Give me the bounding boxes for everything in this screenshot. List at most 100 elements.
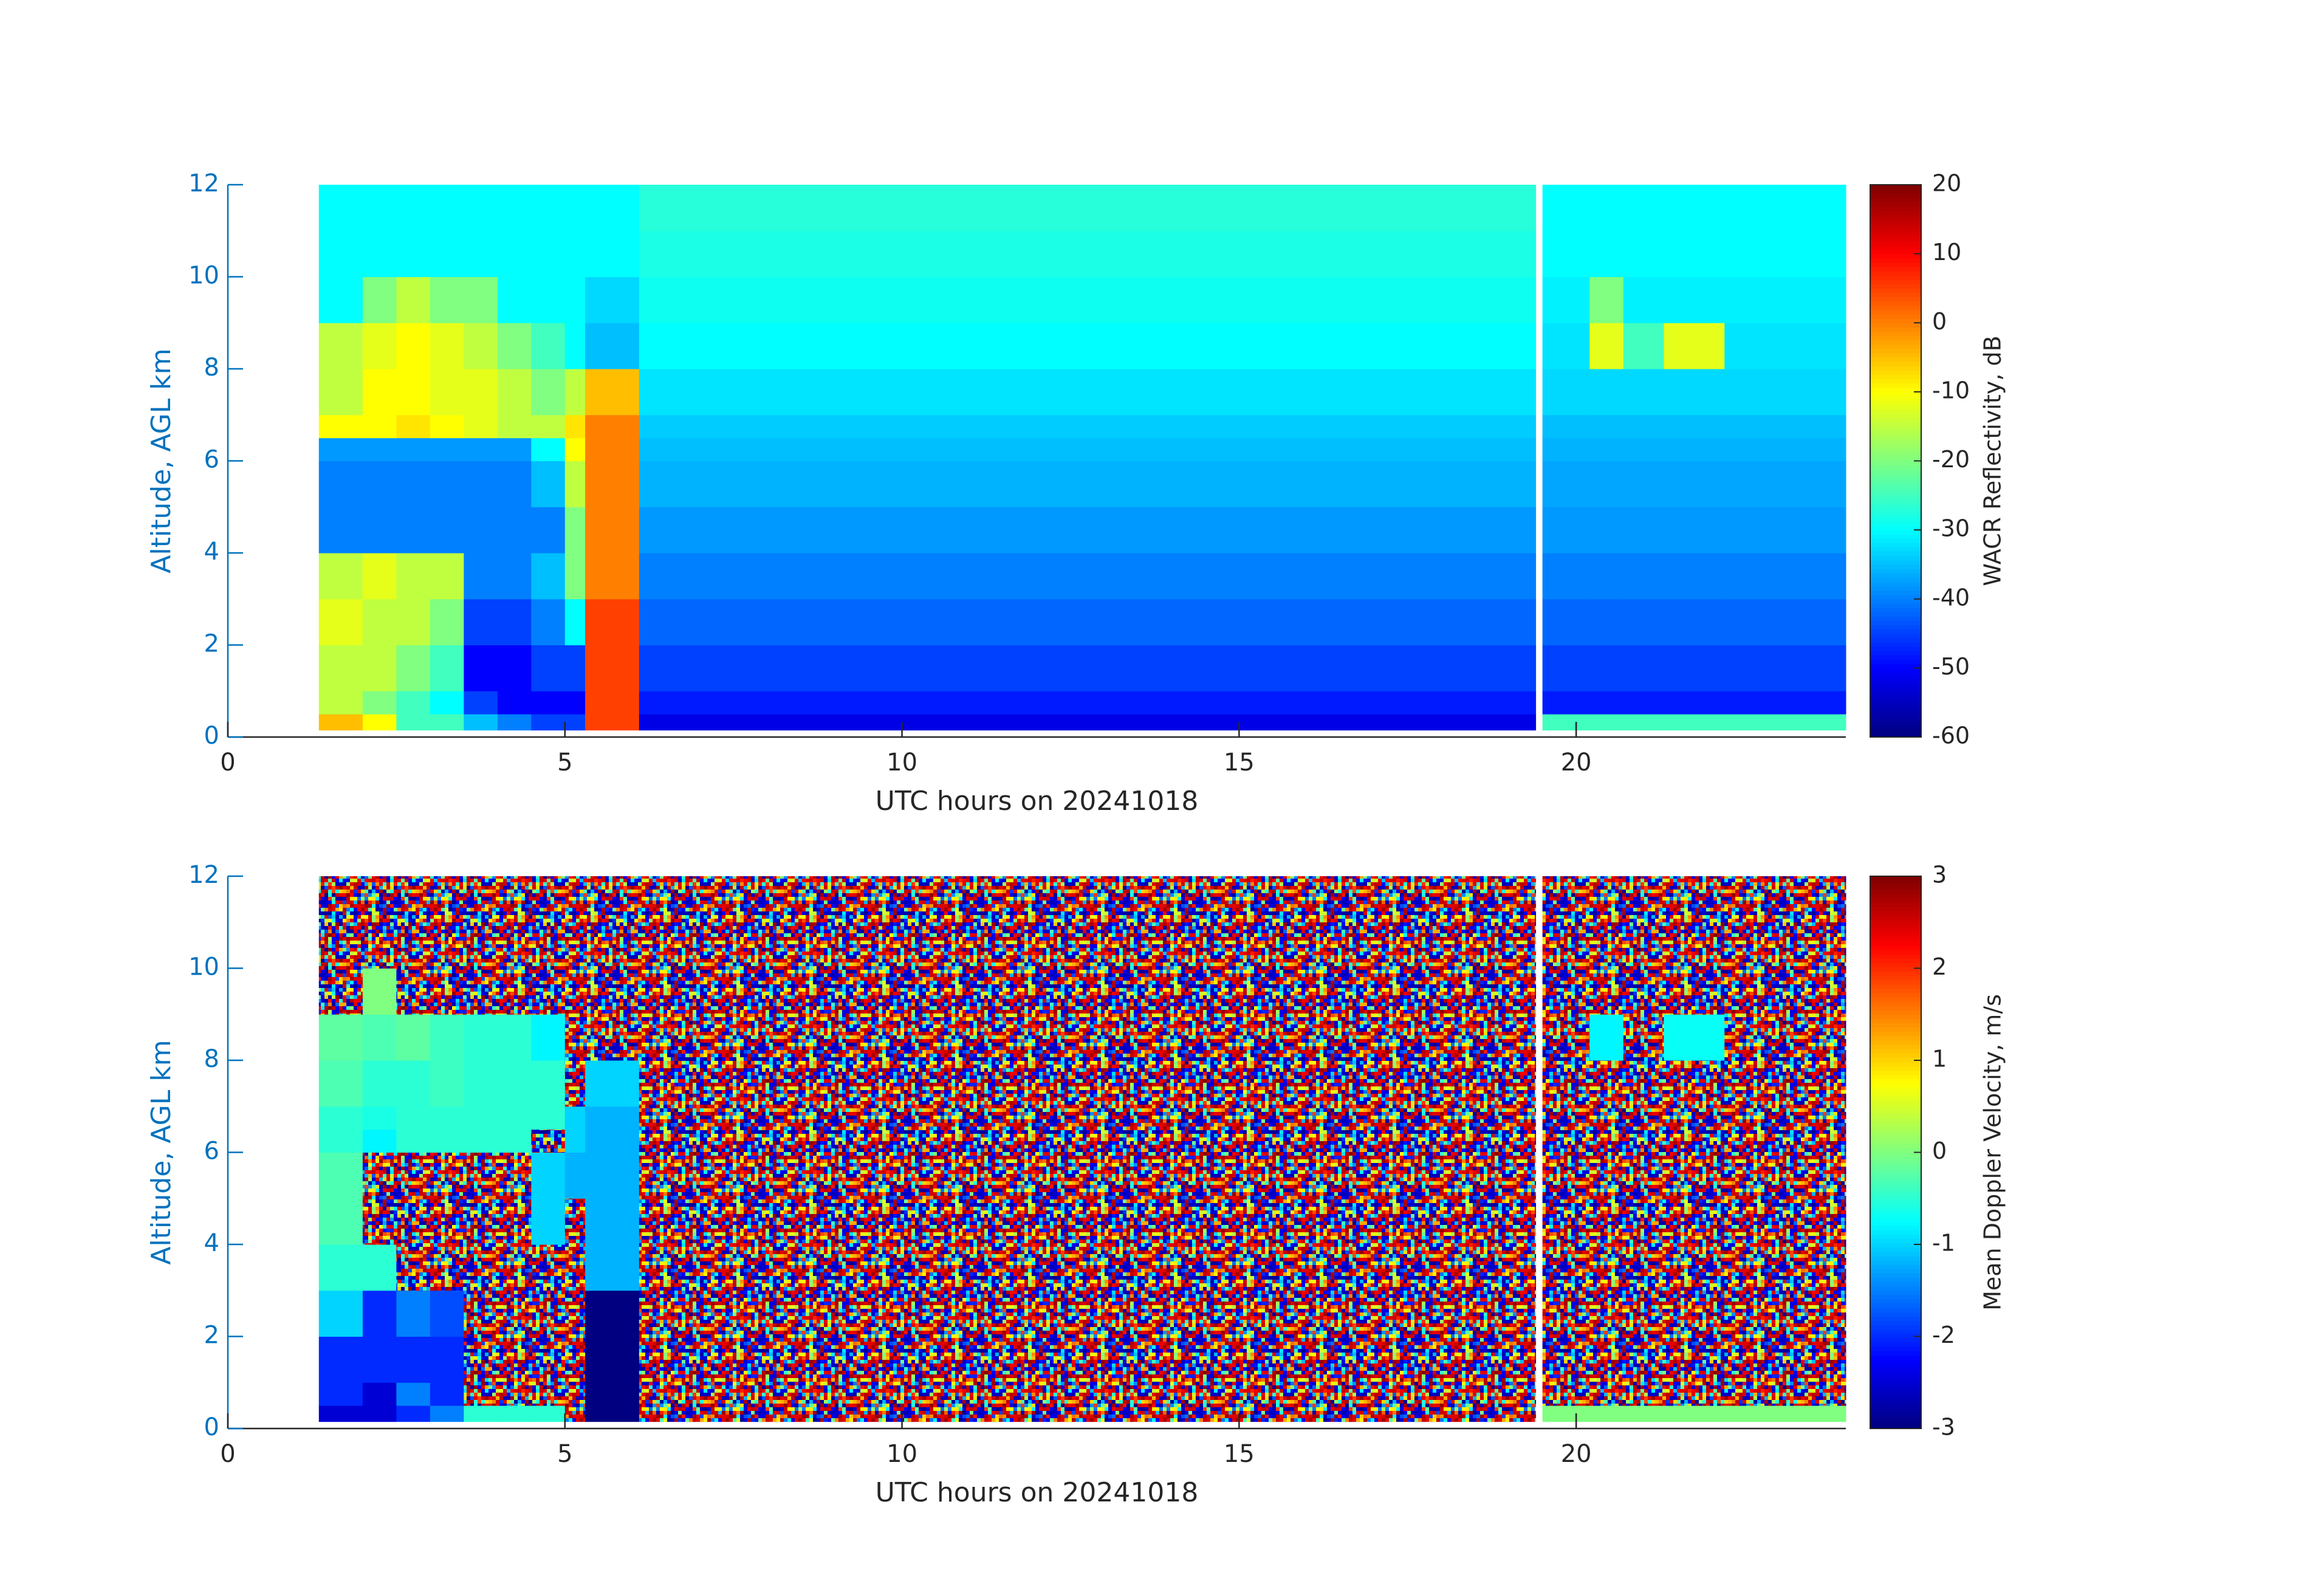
no-signal-cell bbox=[464, 1382, 498, 1405]
colorbar-strip bbox=[1870, 556, 1921, 561]
colorbar-tick-label: -20 bbox=[1932, 446, 1970, 473]
heatmap-cell bbox=[319, 1153, 363, 1199]
heatmap-cell bbox=[585, 714, 639, 730]
heatmap-cell bbox=[363, 415, 397, 438]
heatmap-cell bbox=[498, 645, 532, 691]
heatmap-cell bbox=[498, 691, 532, 714]
no-signal-cell bbox=[464, 1291, 498, 1337]
heatmap-cell bbox=[531, 461, 565, 507]
heatmap-cell bbox=[1589, 369, 1623, 415]
heatmap-cell bbox=[430, 231, 464, 277]
colorbar-strip bbox=[1870, 448, 1921, 453]
heatmap-cell bbox=[464, 438, 498, 461]
no-signal-cell bbox=[1543, 1337, 1590, 1383]
heatmap-cell bbox=[1664, 277, 1724, 323]
heatmap-cell bbox=[363, 1244, 397, 1291]
heatmap-cell bbox=[585, 1060, 639, 1106]
heatmap-cell bbox=[1664, 231, 1724, 277]
no-signal-cell bbox=[1664, 1106, 1724, 1130]
heatmap-cell bbox=[585, 438, 639, 461]
heatmap-cell bbox=[1623, 231, 1664, 277]
heatmap-cell bbox=[1589, 277, 1623, 323]
heatmap-cell bbox=[464, 369, 498, 415]
colorbar-tick-label: 0 bbox=[1932, 1137, 1947, 1164]
colorbar-strip bbox=[1870, 1363, 1921, 1368]
colorbar-strip bbox=[1870, 1234, 1921, 1239]
colorbar-strip bbox=[1870, 495, 1921, 500]
heatmap-cell bbox=[1664, 369, 1724, 415]
heatmap-cell bbox=[464, 415, 498, 438]
colorbar-strip bbox=[1870, 366, 1921, 371]
heatmap-cell bbox=[464, 1405, 498, 1422]
colorbar-strip bbox=[1870, 1342, 1921, 1347]
no-signal-cell bbox=[1543, 1291, 1590, 1337]
heatmap-cell bbox=[1623, 415, 1664, 438]
colorbar-strip bbox=[1870, 1066, 1921, 1071]
colorbar-strip bbox=[1870, 1277, 1921, 1282]
colorbar-strip bbox=[1870, 1036, 1921, 1041]
heatmap-cell bbox=[363, 1291, 397, 1337]
colorbar-strip bbox=[1870, 1411, 1921, 1416]
colorbar-strip bbox=[1870, 513, 1921, 518]
heatmap-cell bbox=[464, 599, 498, 645]
heatmap-cell bbox=[1589, 1405, 1623, 1422]
colorbar-strip bbox=[1870, 586, 1921, 591]
no-signal-cell bbox=[430, 876, 464, 922]
no-signal-cell bbox=[585, 922, 639, 969]
heatmap-cell bbox=[639, 599, 1536, 645]
colorbar-strip bbox=[1870, 690, 1921, 695]
heatmap-cell bbox=[585, 599, 639, 645]
colorbar-strip bbox=[1870, 564, 1921, 569]
heatmap-cell bbox=[396, 1291, 430, 1337]
no-signal-cell bbox=[1589, 1130, 1623, 1153]
heatmap-cell bbox=[430, 691, 464, 714]
colorbar-strip bbox=[1870, 612, 1921, 617]
colorbar-strip bbox=[1870, 379, 1921, 384]
heatmap-cell bbox=[1623, 553, 1664, 599]
no-signal-cell bbox=[363, 876, 397, 922]
colorbar-strip bbox=[1870, 331, 1921, 336]
colorbar-strip bbox=[1870, 1299, 1921, 1304]
colorbar-strip bbox=[1870, 569, 1921, 574]
colorbar-strip bbox=[1870, 1083, 1921, 1088]
heatmap-cell bbox=[1543, 369, 1590, 415]
colorbar-strip bbox=[1870, 694, 1921, 699]
no-signal-cell bbox=[1543, 1130, 1590, 1153]
colorbar-strip bbox=[1870, 898, 1921, 903]
no-signal-cell bbox=[498, 1244, 532, 1291]
heatmap-cell bbox=[319, 1106, 363, 1130]
heatmap-cell bbox=[565, 461, 586, 507]
heatmap-cell bbox=[498, 438, 532, 461]
no-signal-cell bbox=[1543, 922, 1590, 969]
no-signal-cell bbox=[565, 1337, 586, 1383]
heatmap-cell bbox=[1724, 691, 1846, 714]
colorbar-strip bbox=[1870, 885, 1921, 890]
colorbar-strip bbox=[1870, 370, 1921, 375]
colorbar-strip bbox=[1870, 698, 1921, 703]
colorbar-strip bbox=[1870, 439, 1921, 444]
heatmap-cell bbox=[319, 1244, 363, 1291]
heatmap-cell bbox=[565, 369, 586, 415]
no-signal-cell bbox=[639, 1337, 1536, 1383]
heatmap-cell bbox=[1543, 553, 1590, 599]
colorbar-strip bbox=[1870, 1303, 1921, 1308]
heatmap-cell bbox=[396, 185, 430, 231]
heatmap-cell bbox=[585, 1291, 639, 1337]
no-signal-cell bbox=[1589, 876, 1623, 922]
heatmap-cell bbox=[1589, 1014, 1623, 1060]
colorbar-strip bbox=[1870, 993, 1921, 998]
colorbar-strip bbox=[1870, 1127, 1921, 1131]
colorbar-strip bbox=[1870, 1079, 1921, 1084]
colorbar-strip bbox=[1870, 1243, 1921, 1248]
heatmap-cell bbox=[396, 507, 430, 553]
no-signal-cell bbox=[1664, 1244, 1724, 1291]
heatmap-cell bbox=[1664, 438, 1724, 461]
heatmap-cell bbox=[396, 438, 430, 461]
no-signal-cell bbox=[1543, 1244, 1590, 1291]
heatmap-cell bbox=[430, 1382, 464, 1405]
heatmap-cell bbox=[464, 507, 498, 553]
no-signal-cell bbox=[396, 969, 430, 1015]
colorbar-strip bbox=[1870, 1329, 1921, 1334]
heatmap-cell bbox=[1623, 691, 1664, 714]
colorbar-strip bbox=[1870, 958, 1921, 963]
